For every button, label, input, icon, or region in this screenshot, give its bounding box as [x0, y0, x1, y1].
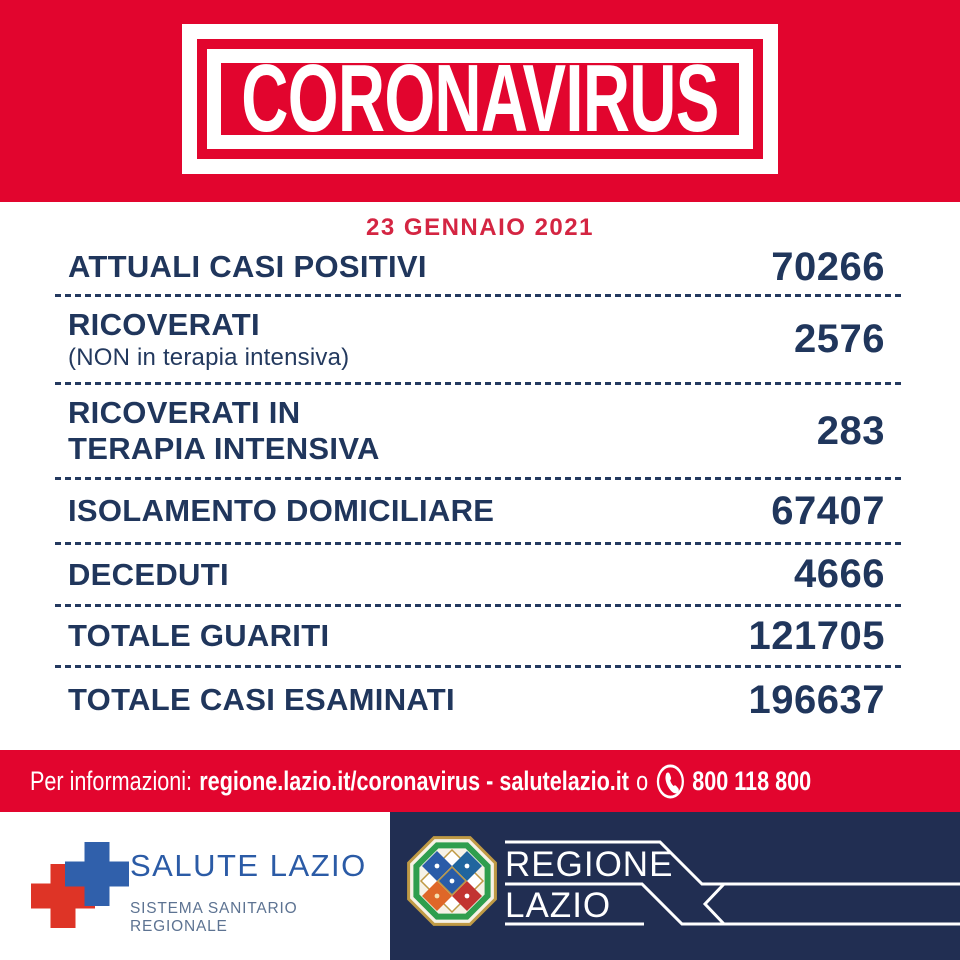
stat-row-ricoverati: RICOVERATI (NON in terapia intensiva) 25… [55, 297, 905, 382]
dashed-divider [55, 294, 905, 297]
dashed-divider [55, 665, 905, 668]
salute-lazio-logo-block: SALUTE LAZIO SISTEMA SANITARIO REGIONALE [0, 812, 390, 960]
stat-value: 4666 [794, 552, 885, 596]
top-banner: CORONAVIRUS [0, 0, 960, 202]
stat-label: RICOVERATI [68, 306, 260, 342]
stat-row-totale-guariti: TOTALE GUARITI 121705 [55, 607, 905, 665]
poster-title: CORONAVIRUS [241, 45, 719, 152]
dashed-divider [55, 477, 905, 480]
title-frame-inner: CORONAVIRUS [207, 49, 753, 149]
stat-sublabel: (NON in terapia intensiva) [68, 344, 350, 372]
stat-value: 283 [816, 408, 885, 453]
stat-value: 67407 [771, 488, 885, 533]
stat-label: RICOVERATI IN TERAPIA INTENSIVA [68, 395, 380, 466]
stat-label: DECEDUTI [68, 556, 229, 592]
phone-circle-icon [656, 764, 684, 798]
lazio-coat-of-arms [407, 836, 497, 926]
info-bar: Per informazioni: regione.lazio.it/coron… [0, 750, 960, 812]
stats-table: ATTUALI CASI POSITIVI 70266 RICOVERATI (… [55, 240, 905, 732]
stat-row-terapia-intensiva: RICOVERATI IN TERAPIA INTENSIVA 283 [55, 385, 905, 477]
wordmark-ribbon-lines [505, 840, 960, 926]
stat-value: 2576 [794, 317, 885, 361]
double-cross-icon [31, 842, 129, 928]
regione-wordmark-line1: REGIONE [505, 845, 673, 884]
stat-label: ATTUALI CASI POSITIVI [68, 249, 427, 285]
dashed-divider [55, 382, 905, 385]
salute-lazio-subtitle: SISTEMA SANITARIO REGIONALE [130, 900, 298, 935]
regione-wordmark-line2: LAZIO [505, 886, 611, 925]
salute-lazio-title: SALUTE LAZIO [130, 848, 367, 883]
info-links: regione.lazio.it/coronavirus - salutelaz… [199, 765, 629, 796]
title-frame-outer: CORONAVIRUS [182, 24, 778, 174]
regione-lazio-panel: REGIONE LAZIO [390, 812, 960, 960]
info-prefix: Per informazioni: [30, 765, 193, 796]
stat-row-attuali-casi-positivi: ATTUALI CASI POSITIVI 70266 [55, 240, 905, 294]
stat-row-totale-casi-esaminati: TOTALE CASI ESAMINATI 196637 [55, 668, 905, 732]
footer: SALUTE LAZIO SISTEMA SANITARIO REGIONALE [0, 812, 960, 960]
stat-label: TOTALE GUARITI [68, 618, 330, 654]
stat-row-deceduti: DECEDUTI 4666 [55, 545, 905, 604]
info-phone-number: 800 118 800 [692, 765, 812, 796]
regione-lazio-wordmark: REGIONE LAZIO [407, 836, 960, 926]
stat-row-isolamento-domiciliare: ISOLAMENTO DOMICILIARE 67407 [55, 480, 905, 542]
stat-value: 70266 [771, 244, 885, 289]
stat-value: 121705 [748, 613, 885, 658]
stat-label: TOTALE CASI ESAMINATI [68, 682, 455, 718]
stat-value: 196637 [748, 677, 885, 722]
info-bar-text: Per informazioni: regione.lazio.it/coron… [30, 763, 818, 800]
info-connector: o [636, 765, 649, 796]
dashed-divider [55, 604, 905, 607]
report-date: 23 GENNAIO 2021 [366, 214, 594, 241]
dashed-divider [55, 542, 905, 545]
stat-label: ISOLAMENTO DOMICILIARE [68, 493, 495, 529]
